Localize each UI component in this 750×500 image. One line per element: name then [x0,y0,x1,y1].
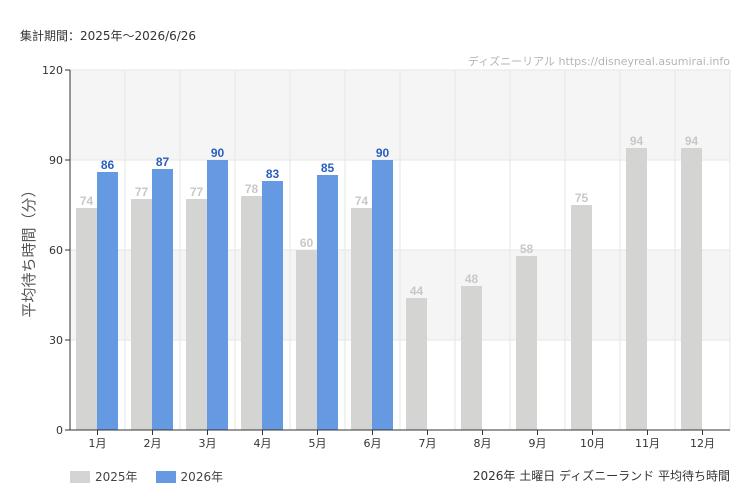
bar [76,208,97,430]
data-label: 90 [376,146,390,160]
data-label: 85 [321,161,335,175]
x-tick-label: 10月 [580,437,605,450]
data-label: 74 [80,194,94,208]
y-tick-label: 90 [49,154,63,167]
bar [317,175,338,430]
bar [207,160,228,430]
data-label: 87 [156,155,170,169]
y-tick-label: 0 [56,424,63,437]
y-tick-label: 60 [49,244,63,257]
data-label: 90 [211,146,225,160]
legend-swatch-2026 [155,470,176,483]
data-label: 58 [520,242,534,256]
bar [406,298,427,430]
x-tick-label: 3月 [199,437,217,450]
legend-label-2025: 2025年 [95,470,138,484]
x-tick-label: 12月 [690,437,715,450]
legend-item-2025: 2025年 [70,468,138,485]
legend-item-2026: 2026年 [155,468,224,485]
data-label: 44 [410,284,424,298]
bar [131,199,152,430]
bar [262,181,283,430]
data-label: 94 [685,134,699,148]
data-label: 77 [135,185,149,199]
bar [681,148,702,430]
bar [186,199,207,430]
x-tick-label: 6月 [364,437,382,450]
legend-label-2026: 2026年 [180,470,224,484]
data-label: 48 [465,272,479,286]
bar [296,250,317,430]
bar [241,196,262,430]
data-label: 78 [245,182,259,196]
bar [516,256,537,430]
bar [152,169,173,430]
legend-swatch-2025 [70,470,90,483]
bar [626,148,647,430]
bar [571,205,592,430]
period-label: 集計期間：2025年～2026/6/26 [20,29,197,43]
data-label: 75 [575,191,589,205]
y-axis-label: 平均待ち時間（分） [20,182,38,317]
site-credit: ディズニーリアル https://disneyreal.asumirai.inf… [467,55,730,68]
data-label: 83 [266,167,280,181]
bar [97,172,118,430]
data-label: 94 [630,134,644,148]
bar [461,286,482,430]
x-tick-label: 7月 [419,437,437,450]
x-tick-label: 4月 [254,437,272,450]
x-tick-label: 5月 [309,437,327,450]
legend: 2025年 2026年 [70,468,241,485]
data-label: 60 [300,236,314,250]
data-label: 74 [355,194,369,208]
x-tick-label: 9月 [529,437,547,450]
x-tick-label: 8月 [474,437,492,450]
y-tick-label: 30 [49,334,63,347]
x-tick-label: 2月 [144,437,162,450]
y-tick-label: 120 [42,64,63,77]
data-label: 77 [190,185,204,199]
data-label: 86 [101,158,115,172]
bar [372,160,393,430]
bar [351,208,372,430]
chart-note: 2026年 土曜日 ディズニーランド 平均待ち時間 [472,469,730,483]
x-tick-label: 11月 [635,437,660,450]
x-tick-label: 1月 [89,437,107,450]
